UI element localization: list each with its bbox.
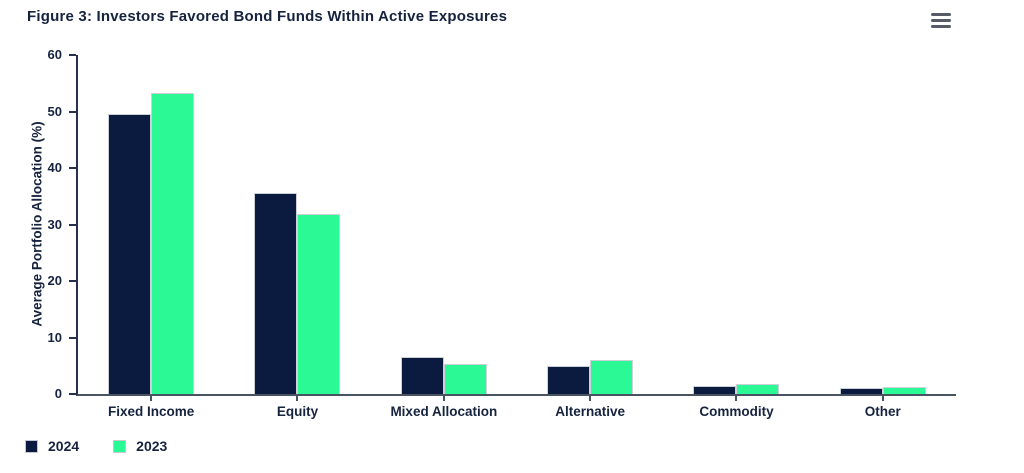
y-axis-label-0: 0 (54, 386, 62, 401)
y-axis-tick-50 (69, 110, 76, 113)
chart-legend: 2024 2023 (25, 438, 167, 454)
y-axis-tick-10 (69, 336, 76, 339)
bar-2023-alternative[interactable] (590, 360, 634, 394)
bar-2023-other[interactable] (882, 387, 926, 394)
y-axis-label-50: 50 (47, 103, 62, 119)
bar-2023-mixed-allocation[interactable] (443, 363, 487, 394)
y-axis-label-60: 60 (47, 47, 62, 62)
y-axis-label-10: 10 (47, 329, 62, 345)
y-axis-tick-0 (69, 393, 76, 395)
bar-2023-commodity[interactable] (736, 383, 780, 394)
x-axis-label-other: Other (864, 404, 901, 419)
legend-swatch-2023 (113, 439, 127, 453)
y-axis-label-40: 40 (47, 160, 62, 175)
bar-group-equity: Equity (224, 55, 370, 419)
hamburger-line (931, 19, 951, 22)
bar-group-alternative: Alternative (517, 55, 663, 419)
legend-item-2024[interactable]: 2024 (25, 438, 79, 454)
y-axis-tick-60 (69, 54, 76, 56)
x-axis-tick-equity (296, 396, 299, 401)
hamburger-line (931, 25, 951, 28)
legend-swatch-2024 (25, 439, 38, 453)
legend-label-2023: 2023 (136, 438, 168, 454)
y-axis-label-20: 20 (47, 273, 62, 288)
x-axis-tick-alternative (589, 396, 592, 401)
bar-2023-equity[interactable] (297, 214, 341, 394)
bar-2023-fixed-income[interactable] (151, 92, 195, 394)
x-axis-label-equity: Equity (276, 404, 319, 419)
bar-2024-fixed-income[interactable] (108, 114, 152, 394)
x-axis-label-commodity: Commodity (699, 404, 774, 419)
hamburger-line (931, 13, 951, 16)
hamburger-menu-icon[interactable] (931, 13, 951, 28)
x-axis-tick-commodity (735, 396, 738, 401)
plot-area: Fixed Income Equity Mixed Allocation Altern… (76, 55, 956, 419)
y-axis-tick-20 (69, 280, 76, 282)
bar-group-fixed-income: Fixed Income (78, 55, 224, 419)
x-axis-label-fixed-income: Fixed Income (108, 404, 195, 419)
legend-label-2024: 2024 (48, 438, 80, 454)
y-axis-label-30: 30 (47, 216, 62, 232)
bar-2024-commodity[interactable] (693, 385, 737, 394)
x-axis-tick-other (881, 396, 884, 401)
legend-item-2023[interactable]: 2023 (113, 438, 167, 454)
bar-group-mixed-allocation: Mixed Allocation (371, 55, 517, 419)
y-axis-tick-40 (69, 167, 76, 169)
x-axis-tick-fixed-income (150, 396, 153, 401)
x-axis-label-mixed-allocation: Mixed Allocation (390, 404, 498, 419)
bar-2024-alternative[interactable] (547, 365, 591, 394)
y-axis-tick-30 (69, 223, 76, 226)
bar-2024-mixed-allocation[interactable] (400, 356, 444, 394)
bar-group-commodity: Commodity (663, 55, 809, 419)
chart-title: Figure 3: Investors Favored Bond Funds W… (27, 8, 508, 25)
bar-2024-equity[interactable] (254, 192, 298, 394)
bar-2024-other[interactable] (839, 387, 883, 394)
x-axis-label-alternative: Alternative (555, 404, 626, 419)
bar-group-other: Other (810, 55, 956, 419)
x-axis-tick-mixed-allocation (442, 396, 445, 401)
